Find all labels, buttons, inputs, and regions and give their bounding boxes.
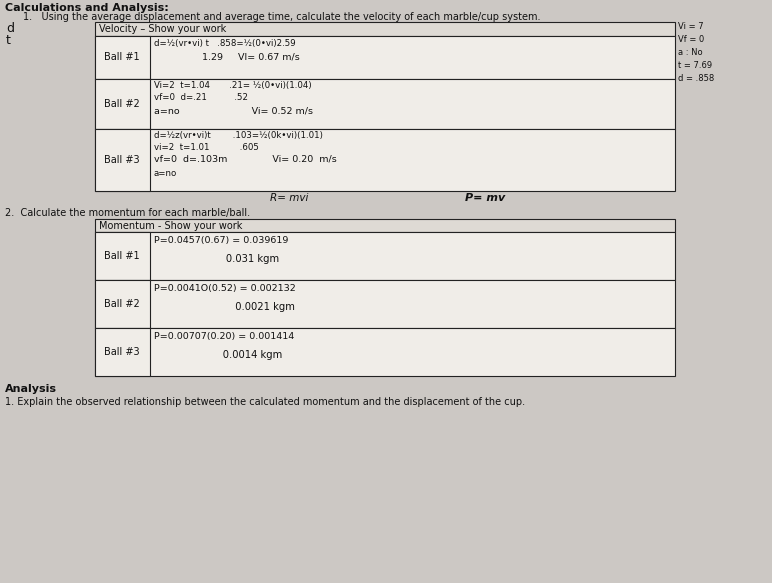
Bar — [95, 280, 675, 328]
Bar — [95, 280, 150, 328]
Text: Momentum - Show your work: Momentum - Show your work — [99, 221, 242, 231]
Text: 0.031 kgm: 0.031 kgm — [154, 254, 279, 264]
Text: 1.29     VI= 0.67 m/s: 1.29 VI= 0.67 m/s — [154, 53, 300, 62]
Bar — [95, 129, 150, 191]
Text: a=no                        Vi= 0.52 m/s: a=no Vi= 0.52 m/s — [154, 107, 313, 116]
Text: Ball #2: Ball #2 — [104, 99, 140, 109]
Text: Ball #2: Ball #2 — [104, 299, 140, 309]
Text: Velocity – Show your work: Velocity – Show your work — [99, 24, 226, 34]
Bar — [95, 219, 675, 232]
Text: P=0.0041O(0.52) = 0.002132: P=0.0041O(0.52) = 0.002132 — [154, 284, 296, 293]
Text: Vi=2  t=1.04       .21= ½(0•vi)(1.04): Vi=2 t=1.04 .21= ½(0•vi)(1.04) — [154, 81, 312, 90]
Text: d=½z(vr•vi)t        .103=½(0k•vi)(1.01): d=½z(vr•vi)t .103=½(0k•vi)(1.01) — [154, 131, 323, 140]
Text: vi=2  t=1.01           .605: vi=2 t=1.01 .605 — [154, 143, 259, 152]
Bar — [95, 328, 150, 376]
Bar — [95, 79, 675, 129]
Text: d=½(vr•vi) t   .858=½(0•vi)2.59: d=½(vr•vi) t .858=½(0•vi)2.59 — [154, 39, 296, 48]
Bar — [95, 79, 150, 129]
Text: d = .858: d = .858 — [678, 74, 714, 83]
Bar — [95, 328, 675, 376]
Text: Ball #3: Ball #3 — [104, 347, 140, 357]
Bar — [95, 232, 150, 280]
Text: Calculations and Analysis:: Calculations and Analysis: — [5, 3, 169, 13]
Text: Ball #3: Ball #3 — [104, 155, 140, 165]
Bar — [95, 36, 150, 79]
Bar — [95, 22, 675, 36]
Text: Ball #1: Ball #1 — [104, 251, 140, 261]
Text: d: d — [6, 22, 14, 35]
Text: 2.  Calculate the momentum for each marble/ball.: 2. Calculate the momentum for each marbl… — [5, 208, 250, 218]
Text: Analysis: Analysis — [5, 384, 57, 394]
Bar — [95, 129, 675, 191]
Text: vf=0  d=.103m               Vi= 0.20  m/s: vf=0 d=.103m Vi= 0.20 m/s — [154, 155, 337, 164]
Text: P=0.0457(0.67) = 0.039619: P=0.0457(0.67) = 0.039619 — [154, 236, 289, 245]
Text: 1.   Using the average displacement and average time, calculate the velocity of : 1. Using the average displacement and av… — [23, 12, 540, 22]
Text: Vf = 0: Vf = 0 — [678, 35, 704, 44]
Text: 0.0014 kgm: 0.0014 kgm — [154, 350, 283, 360]
Text: t = 7.69: t = 7.69 — [678, 61, 712, 70]
Text: vf=0  d=.21          .52: vf=0 d=.21 .52 — [154, 93, 248, 102]
Text: R= mvi: R= mvi — [270, 193, 308, 203]
Bar — [95, 232, 675, 280]
Bar — [95, 36, 675, 79]
Text: P= mv: P= mv — [465, 193, 505, 203]
Text: t: t — [6, 34, 11, 47]
Text: a=no: a=no — [154, 169, 178, 178]
Text: a : No: a : No — [678, 48, 703, 57]
Text: Ball #1: Ball #1 — [104, 52, 140, 62]
Text: 1. Explain the observed relationship between the calculated momentum and the dis: 1. Explain the observed relationship bet… — [5, 397, 525, 407]
Text: 0.0021 kgm: 0.0021 kgm — [154, 302, 295, 312]
Text: P=0.00707(0.20) = 0.001414: P=0.00707(0.20) = 0.001414 — [154, 332, 294, 341]
Text: Vi = 7: Vi = 7 — [678, 22, 703, 31]
